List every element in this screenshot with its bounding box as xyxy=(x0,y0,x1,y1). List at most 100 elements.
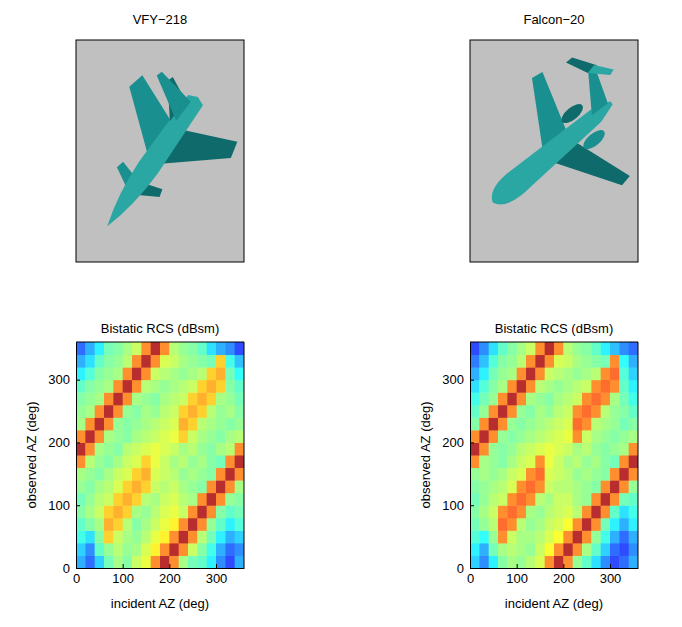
heatmap-cell xyxy=(489,442,499,455)
heatmap-cell xyxy=(95,342,105,355)
heatmap-cell xyxy=(188,417,198,430)
heatmap-cell xyxy=(517,405,527,418)
heatmap-panel: 01002003000100200300Bistatic RCS (dBsm)i… xyxy=(418,321,639,611)
heatmap-cell xyxy=(95,555,105,568)
heatmap-cell xyxy=(526,380,536,393)
heatmap-cell xyxy=(526,530,536,543)
heatmap-cell xyxy=(479,555,489,568)
heatmap-cell xyxy=(563,505,573,518)
heatmap-cell xyxy=(95,355,105,368)
heatmap-cell xyxy=(563,468,573,481)
heatmap-cell xyxy=(526,405,536,418)
heatmap-cell xyxy=(554,430,564,443)
heatmap-cell xyxy=(591,442,601,455)
heatmap-cell xyxy=(619,392,629,405)
heatmap-cell xyxy=(151,505,161,518)
heatmap-cell xyxy=(132,518,142,531)
chart-title: Bistatic RCS (dBsm) xyxy=(495,321,613,336)
heatmap-cell xyxy=(85,342,95,355)
heatmap-cell xyxy=(517,392,527,405)
heatmap-cell xyxy=(582,493,592,506)
heatmap-cell xyxy=(498,555,508,568)
heatmap-cell xyxy=(95,430,105,443)
heatmap-cell xyxy=(545,392,555,405)
heatmap-cell xyxy=(535,342,545,355)
heatmap-cell xyxy=(507,505,517,518)
heatmap-cell xyxy=(197,355,207,368)
heatmap-cell xyxy=(479,342,489,355)
heatmap-cell xyxy=(151,468,161,481)
heatmap-cell xyxy=(123,442,133,455)
heatmap-cell xyxy=(507,555,517,568)
heatmap-cell xyxy=(629,442,638,455)
heatmap-cell xyxy=(582,555,592,568)
heatmap-cell xyxy=(179,442,189,455)
heatmap-cell xyxy=(169,392,179,405)
heatmap-cell xyxy=(619,380,629,393)
heatmap-cell xyxy=(197,505,207,518)
heatmap-cell xyxy=(235,518,244,531)
heatmap-cell xyxy=(554,392,564,405)
heatmap-cell xyxy=(517,493,527,506)
heatmap-cell xyxy=(235,417,244,430)
heatmap-cell xyxy=(104,455,114,468)
heatmap-cell xyxy=(573,518,583,531)
heatmap-cell xyxy=(489,455,499,468)
heatmap-cell xyxy=(113,442,123,455)
x-axis-title: incident AZ (deg) xyxy=(111,596,209,611)
heatmap-cell xyxy=(160,342,170,355)
heatmap-cell xyxy=(573,442,583,455)
heatmap-cell xyxy=(470,505,480,518)
heatmap-cell xyxy=(207,505,217,518)
heatmap-cell xyxy=(141,380,151,393)
heatmap-cell xyxy=(545,493,555,506)
heatmap-cell xyxy=(479,355,489,368)
heatmap-cell xyxy=(610,380,620,393)
heatmap-cell xyxy=(95,468,105,481)
heatmap-cell xyxy=(470,430,480,443)
heatmap-cell xyxy=(610,405,620,418)
heatmap-cell xyxy=(188,543,198,556)
heatmap-cell xyxy=(141,455,151,468)
heatmap-cell xyxy=(619,468,629,481)
heatmap-cell xyxy=(85,405,95,418)
heatmap-cell xyxy=(113,342,123,355)
heatmap-cell xyxy=(545,417,555,430)
heatmap-cell xyxy=(141,355,151,368)
heatmap-cell xyxy=(76,455,86,468)
heatmap-cell xyxy=(498,468,508,481)
heatmap-cell xyxy=(610,342,620,355)
heatmap-cell xyxy=(207,442,217,455)
heatmap-cell xyxy=(601,392,611,405)
heatmap-cell xyxy=(216,442,226,455)
heatmap-cell xyxy=(235,342,244,355)
heatmap-cell xyxy=(498,430,508,443)
heatmap-cell xyxy=(610,530,620,543)
heatmap-cell xyxy=(545,455,555,468)
heatmap-cell xyxy=(526,442,536,455)
heatmap-cell xyxy=(95,417,105,430)
heatmap-cell xyxy=(160,530,170,543)
heatmap-cell xyxy=(113,392,123,405)
heatmap-cell xyxy=(563,442,573,455)
heatmap-cell xyxy=(554,480,564,493)
heatmap-cell xyxy=(563,355,573,368)
heatmap-cell xyxy=(225,367,235,380)
heatmap-cell xyxy=(507,455,517,468)
heatmap-cell xyxy=(601,430,611,443)
y-tick-label: 200 xyxy=(48,435,70,450)
heatmap-cell xyxy=(526,555,536,568)
x-axis: 0100200300 xyxy=(73,564,245,586)
heatmap-cell xyxy=(132,493,142,506)
heatmap-cell xyxy=(535,367,545,380)
heatmap-cell xyxy=(95,367,105,380)
heatmap-cell xyxy=(526,493,536,506)
heatmap-cell xyxy=(151,518,161,531)
heatmap-cell xyxy=(591,555,601,568)
heatmap-cell xyxy=(207,555,217,568)
heatmap-cell xyxy=(141,555,151,568)
heatmap-cell xyxy=(619,530,629,543)
y-tick: 0 xyxy=(63,561,80,576)
fuselage xyxy=(484,93,619,213)
heatmap-cell xyxy=(104,530,114,543)
